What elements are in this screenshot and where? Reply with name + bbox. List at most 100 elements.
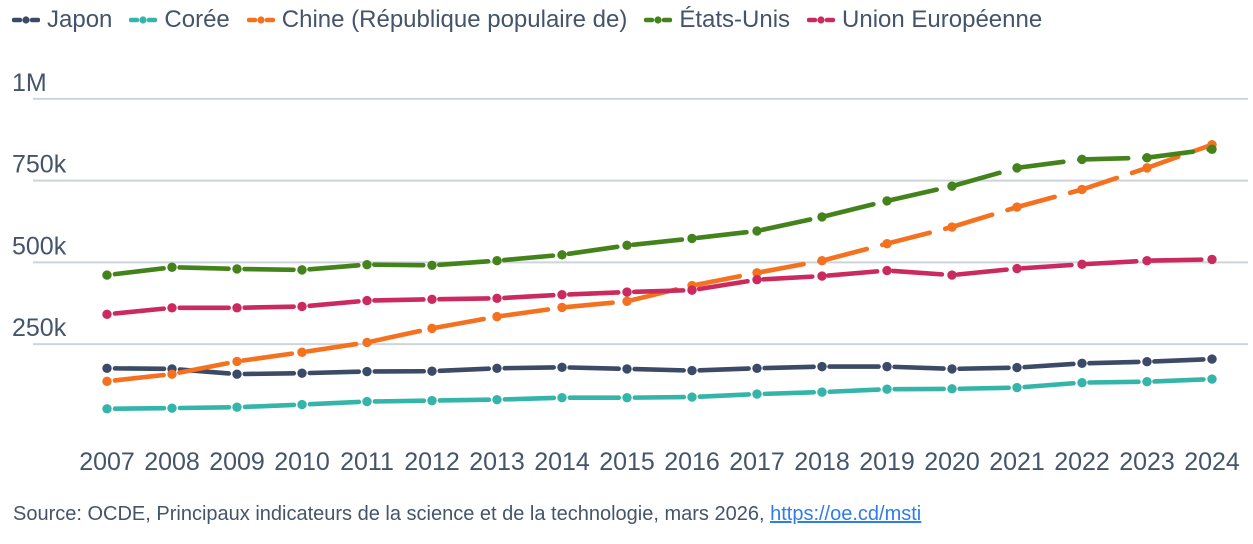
data-point-chine-r-publique-populaire-de-2018 (817, 256, 827, 266)
legend-item-japon[interactable]: Japon (12, 6, 112, 34)
data-point-chine-r-publique-populaire-de-2010 (297, 347, 307, 357)
data-point-tats-unis-2024 (1207, 144, 1217, 154)
data-point-tats-unis-2013 (492, 256, 502, 266)
series-cor-e (102, 374, 1217, 414)
x-tick-label: 2012 (404, 448, 460, 476)
data-point-cor-e-2015 (622, 392, 632, 403)
data-point-chine-r-publique-populaire-de-2019 (882, 239, 892, 249)
series-line-cor-e (104, 376, 1215, 412)
y-tick-label: 750k (12, 151, 67, 179)
data-point-cor-e-2013 (492, 394, 502, 405)
series-chine-r-publique-populaire-de (102, 139, 1217, 387)
data-point-tats-unis-2009 (232, 264, 242, 274)
series-line-japon (104, 356, 1215, 377)
data-point-japon-2015 (622, 364, 632, 374)
data-point-tats-unis-2015 (622, 240, 632, 251)
data-point-union-europ-enne-2007 (102, 309, 112, 320)
series-line-chine-r-publique-populaire-de (104, 142, 1215, 384)
data-point-union-europ-enne-2017 (752, 274, 762, 285)
source-text: Source: OCDE, Principaux indicateurs de … (13, 503, 771, 525)
data-point-chine-r-publique-populaire-de-2023 (1142, 163, 1152, 173)
data-point-tats-unis-2016 (687, 233, 697, 244)
x-tick-label: 2010 (274, 448, 330, 476)
data-point-tats-unis-2014 (557, 250, 567, 260)
data-point-union-europ-enne-2011 (362, 295, 372, 306)
chart-legend: Japon Corée Chine (République populaire … (12, 5, 1042, 35)
series-line-union-europ-enne (104, 257, 1215, 317)
y-tick-label: 250k (12, 314, 67, 342)
legend-label: Japon (47, 6, 113, 33)
data-point-cor-e-2017 (752, 389, 762, 399)
data-point-chine-r-publique-populaire-de-2022 (1077, 184, 1087, 195)
legend-item-etats-unis[interactable]: États-Unis (644, 6, 790, 34)
data-point-cor-e-2021 (1012, 382, 1022, 393)
data-point-chine-r-publique-populaire-de-2014 (557, 302, 567, 313)
data-point-union-europ-enne-2024 (1207, 254, 1217, 265)
source-link[interactable]: https://oe.cd/msti (770, 503, 922, 525)
gridlines (33, 97, 1248, 346)
x-tick-label: 2015 (599, 448, 655, 476)
legend-dash-dot-icon (644, 16, 673, 24)
data-point-union-europ-enne-2016 (687, 285, 697, 295)
x-tick-label: 2022 (1054, 448, 1110, 476)
y-tick-label: 1M (12, 69, 47, 97)
series-tats-unis (102, 144, 1217, 280)
legend-label: Chine (République populaire de) (281, 6, 628, 33)
x-tick-label: 2024 (1184, 448, 1240, 476)
data-point-chine-r-publique-populaire-de-2013 (492, 311, 502, 322)
data-point-cor-e-2022 (1077, 377, 1087, 388)
data-point-japon-2024 (1207, 354, 1217, 364)
data-point-cor-e-2012 (427, 395, 437, 406)
x-tick-label: 2020 (924, 448, 980, 476)
x-tick-label: 2021 (989, 448, 1045, 476)
series-union-europ-enne (102, 254, 1217, 320)
data-point-japon-2019 (882, 361, 892, 372)
x-tick-label: 2008 (144, 448, 200, 476)
data-point-chine-r-publique-populaire-de-2021 (1012, 202, 1022, 212)
data-point-japon-2013 (492, 363, 502, 373)
data-point-tats-unis-2018 (817, 212, 827, 222)
legend-label: Corée (164, 6, 230, 33)
x-tick-label: 2013 (469, 448, 525, 476)
x-axis-tick-labels: 2007 2008 2009 2010 2011 2012 2013 2014 2015 2016… (79, 448, 1240, 476)
data-point-cor-e-2016 (687, 392, 697, 402)
data-point-tats-unis-2022 (1077, 154, 1087, 165)
data-point-tats-unis-2010 (297, 265, 307, 275)
legend-item-union-europeenne[interactable]: Union Européenne (807, 6, 1042, 34)
data-point-union-europ-enne-2015 (622, 287, 632, 297)
series-japon (102, 354, 1217, 379)
data-point-cor-e-2007 (102, 404, 112, 414)
legend-dash-dot-icon (129, 16, 158, 24)
data-point-japon-2023 (1142, 357, 1152, 367)
data-point-cor-e-2018 (817, 387, 827, 397)
data-point-cor-e-2014 (557, 392, 567, 403)
data-point-tats-unis-2008 (167, 262, 177, 272)
x-tick-label: 2017 (729, 448, 785, 476)
data-point-tats-unis-2012 (427, 260, 437, 270)
y-axis-tick-labels: 1M 750k 500k 250k (12, 69, 67, 342)
legend-item-chine[interactable]: Chine (République populaire de) (246, 6, 628, 34)
data-point-union-europ-enne-2022 (1077, 259, 1087, 270)
data-point-japon-2014 (557, 362, 567, 372)
legend-dash-dot-icon (12, 16, 40, 24)
data-point-japon-2010 (297, 368, 307, 378)
data-point-union-europ-enne-2021 (1012, 263, 1022, 274)
data-point-chine-r-publique-populaire-de-2017 (752, 268, 762, 278)
y-tick-label: 500k (12, 232, 67, 260)
data-point-japon-2007 (102, 363, 112, 373)
data-point-union-europ-enne-2014 (557, 290, 567, 300)
data-point-union-europ-enne-2010 (297, 301, 307, 312)
data-point-chine-r-publique-populaire-de-2020 (947, 222, 957, 232)
data-point-union-europ-enne-2012 (427, 294, 437, 304)
data-point-union-europ-enne-2013 (492, 293, 502, 304)
legend-item-coree[interactable]: Corée (129, 6, 230, 34)
data-point-chine-r-publique-populaire-de-2009 (232, 356, 242, 367)
data-point-cor-e-2008 (167, 403, 177, 413)
x-tick-label: 2011 (340, 448, 394, 476)
data-point-japon-2016 (687, 365, 697, 376)
data-point-chine-r-publique-populaire-de-2015 (622, 296, 632, 306)
x-tick-label: 2023 (1119, 448, 1175, 476)
legend-dash-dot-icon (246, 16, 275, 24)
data-point-cor-e-2010 (297, 399, 307, 410)
